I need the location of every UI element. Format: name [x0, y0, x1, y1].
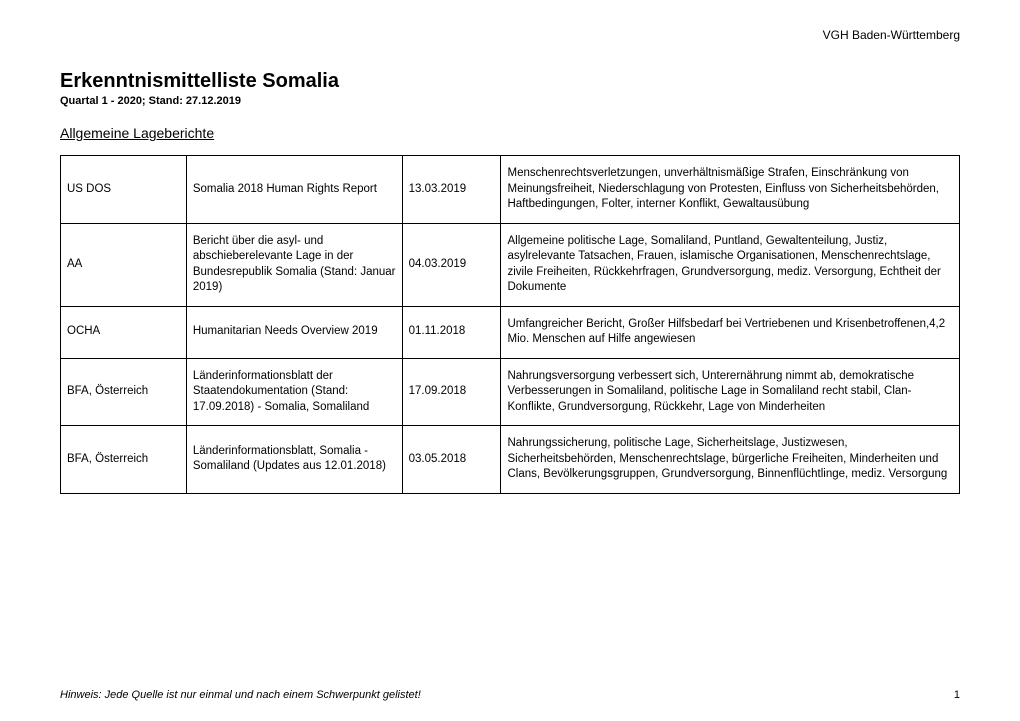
table-row: BFA, Österreich Länderinformationsblatt … [61, 358, 960, 426]
page-footer: Hinweis: Jede Quelle ist nur einmal und … [60, 689, 960, 701]
header-org: VGH Baden-Württemberg [60, 28, 960, 42]
cell-doc: Humanitarian Needs Overview 2019 [186, 306, 402, 358]
table-row: US DOS Somalia 2018 Human Rights Report … [61, 156, 960, 224]
cell-doc: Länderinformationsblatt der Staatendokum… [186, 358, 402, 426]
cell-source: AA [61, 223, 187, 306]
document-subtitle: Quartal 1 - 2020; Stand: 27.12.2019 [60, 95, 960, 107]
cell-desc: Allgemeine politische Lage, Somaliland, … [501, 223, 960, 306]
cell-doc: Somalia 2018 Human Rights Report [186, 156, 402, 224]
cell-doc: Länderinformationsblatt, Somalia - Somal… [186, 426, 402, 494]
table-row: OCHA Humanitarian Needs Overview 2019 01… [61, 306, 960, 358]
cell-source: BFA, Österreich [61, 358, 187, 426]
section-heading: Allgemeine Lageberichte [60, 125, 960, 141]
cell-source: OCHA [61, 306, 187, 358]
footer-page-number: 1 [954, 689, 960, 701]
cell-source: US DOS [61, 156, 187, 224]
document-title: Erkenntnismittelliste Somalia [60, 70, 960, 93]
sources-table: US DOS Somalia 2018 Human Rights Report … [60, 155, 960, 494]
cell-desc: Umfangreicher Bericht, Großer Hilfsbedar… [501, 306, 960, 358]
footer-note: Hinweis: Jede Quelle ist nur einmal und … [60, 689, 421, 701]
cell-doc: Bericht über die asyl- und abschieberele… [186, 223, 402, 306]
cell-source: BFA, Österreich [61, 426, 187, 494]
cell-desc: Nahrungsversorgung verbessert sich, Unte… [501, 358, 960, 426]
table-row: AA Bericht über die asyl- und abschieber… [61, 223, 960, 306]
cell-desc: Menschenrechtsverletzungen, unverhältnis… [501, 156, 960, 224]
cell-date: 03.05.2018 [402, 426, 501, 494]
page-content: VGH Baden-Württemberg Erkenntnismittelli… [0, 0, 1020, 494]
cell-date: 17.09.2018 [402, 358, 501, 426]
cell-date: 04.03.2019 [402, 223, 501, 306]
cell-date: 13.03.2019 [402, 156, 501, 224]
cell-date: 01.11.2018 [402, 306, 501, 358]
cell-desc: Nahrungssicherung, politische Lage, Sich… [501, 426, 960, 494]
table-row: BFA, Österreich Länderinformationsblatt,… [61, 426, 960, 494]
